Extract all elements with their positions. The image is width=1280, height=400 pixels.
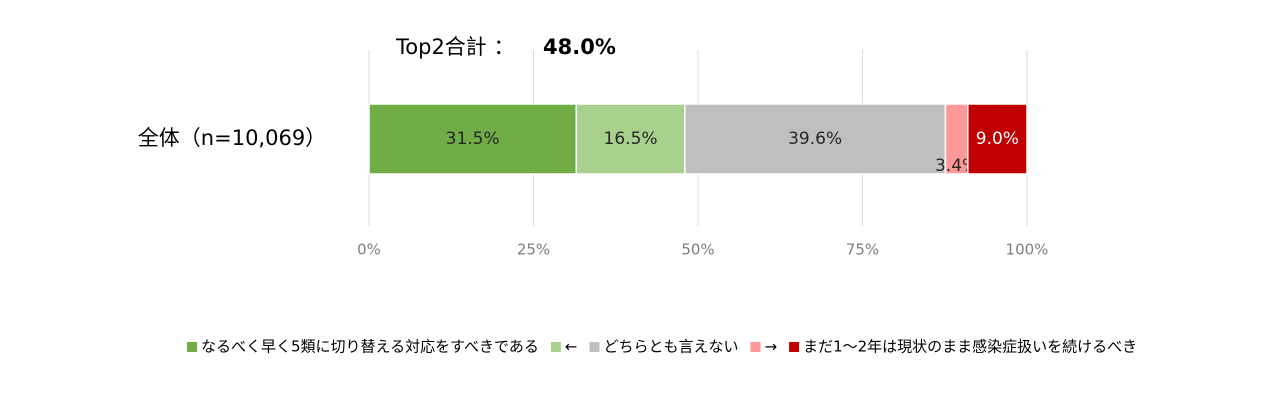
x-tick-label: 100% (1006, 241, 1049, 259)
legend-label: → (765, 338, 778, 356)
x-tick-label: 50% (681, 241, 714, 259)
legend-swatch (589, 342, 600, 352)
legend-swatch (550, 342, 561, 352)
legend-label: まだ1～2年は現状のまま感染症扱いを続けるべき (803, 338, 1137, 356)
annotation-value: 48.0% (543, 35, 616, 59)
legend-swatch (187, 342, 197, 352)
x-tick-label: 75% (846, 241, 879, 259)
legend-label: なるべく早く5類に切り替える対応をすべきである (201, 338, 539, 356)
bar-segment (368, 103, 578, 175)
legend-swatch (750, 342, 761, 352)
value-label: 9.0% (976, 129, 1019, 149)
legend-label: ← (565, 338, 578, 356)
value-label: 31.5% (446, 129, 500, 149)
x-tick-label: 0% (357, 241, 381, 259)
bar-segment (575, 103, 686, 175)
legend-label: どちらとも言えない (603, 338, 738, 356)
bar-segment (967, 103, 1028, 175)
category-label: 全体（n=10,069） (138, 126, 326, 150)
annotation-label: Top2合計 ： (395, 35, 514, 59)
value-label: 16.5% (604, 129, 658, 149)
x-tick-label: 25% (517, 241, 550, 259)
legend-swatch (789, 342, 800, 352)
value-label: 39.6% (788, 129, 842, 149)
bar-segment (684, 103, 947, 175)
